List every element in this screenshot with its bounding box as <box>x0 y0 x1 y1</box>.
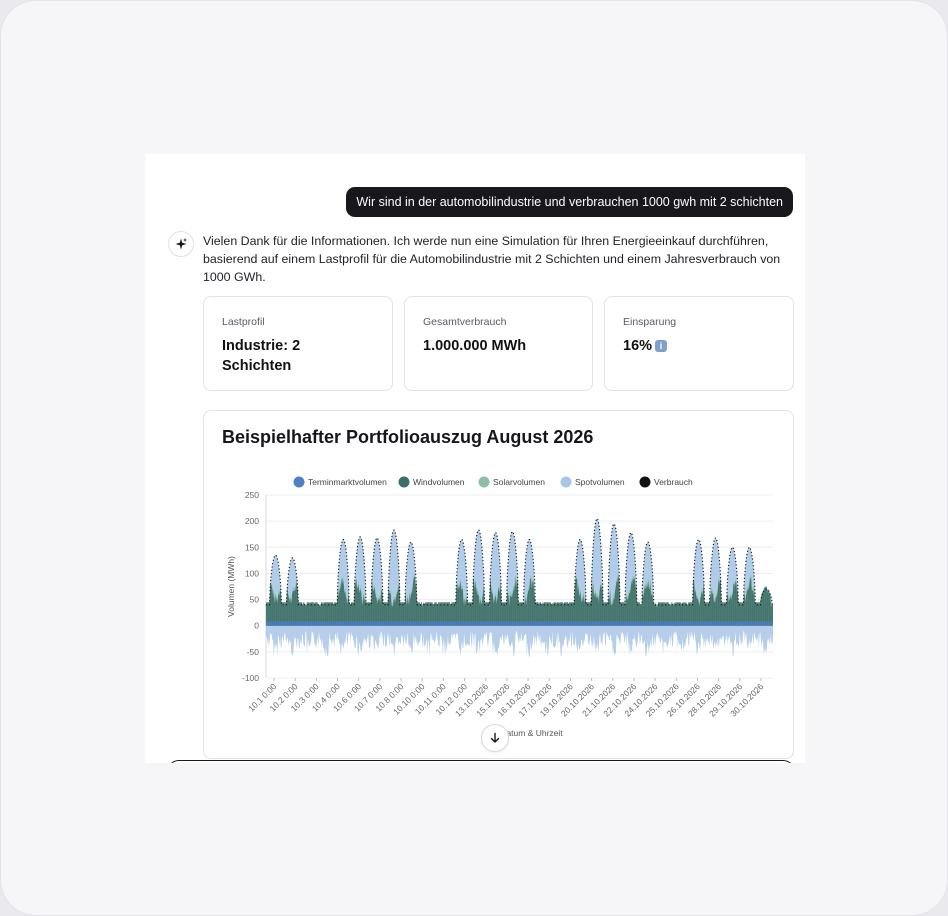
y-axis-label: Volumen (MWh) <box>226 556 236 617</box>
legend-label: Spotvolumen <box>575 477 625 487</box>
card-value: Industrie: 2 Schichten <box>222 338 301 374</box>
legend-marker <box>560 476 572 488</box>
card-gesamtverbrauch: Gesamtverbrauch 1.000.000 MWh <box>404 296 593 391</box>
y-tick-label: 200 <box>245 516 259 526</box>
message-composer[interactable] <box>167 760 795 763</box>
card-label: Lastprofil <box>222 316 265 328</box>
y-tick-label: -50 <box>247 647 260 657</box>
y-tick-label: 0 <box>254 621 259 631</box>
chart-title: Beispielhafter Portfolioauszug August 20… <box>222 427 594 447</box>
chart-svg: 250 200 150 100 50 0 -50 -100 Volumen (MWh) Termi… <box>226 476 773 738</box>
y-tick-label: 100 <box>245 568 259 578</box>
info-icon[interactable]: i <box>655 340 668 352</box>
chart-card: Beispielhafter Portfolioauszug August 20… <box>203 410 794 759</box>
card-einsparung: Einsparung 16% i <box>604 296 794 391</box>
user-message-bubble: Wir sind in der automobilindustrie und v… <box>346 187 793 217</box>
chat-panel: Wir sind in der automobilindustrie und v… <box>145 154 805 763</box>
legend-label: Solarvolumen <box>493 477 545 487</box>
legend-marker <box>398 476 410 488</box>
card-value: 1.000.000 MWh <box>423 338 527 354</box>
legend-label: Verbrauch <box>654 477 693 487</box>
card-label: Einsparung <box>623 316 677 328</box>
spotvolumen-negative-area <box>266 625 773 658</box>
y-tick-label: 150 <box>245 542 259 552</box>
card-value: 16% <box>623 338 653 354</box>
y-tick-label: 250 <box>245 490 259 500</box>
card-lastprofil: Lastprofil Industrie: 2 Schichten <box>203 296 393 391</box>
legend-label: Windvolumen <box>413 477 465 487</box>
card-value-row: 16% i <box>623 336 775 356</box>
sparkle-icon <box>168 231 194 257</box>
legend-marker <box>478 476 490 488</box>
scroll-down-button[interactable] <box>481 724 509 752</box>
legend-label: Terminmarktvolumen <box>308 477 387 487</box>
x-axis-label: Datum & Uhrzeit <box>500 728 563 738</box>
assistant-message: Vielen Dank für die Informationen. Ich w… <box>203 234 781 284</box>
y-tick-label: -100 <box>242 673 259 683</box>
arrow-down-icon <box>490 732 500 743</box>
legend-marker <box>639 476 651 488</box>
y-tick-label: 50 <box>250 595 260 605</box>
card-label: Gesamtverbrauch <box>423 316 507 328</box>
legend-marker <box>293 476 305 488</box>
